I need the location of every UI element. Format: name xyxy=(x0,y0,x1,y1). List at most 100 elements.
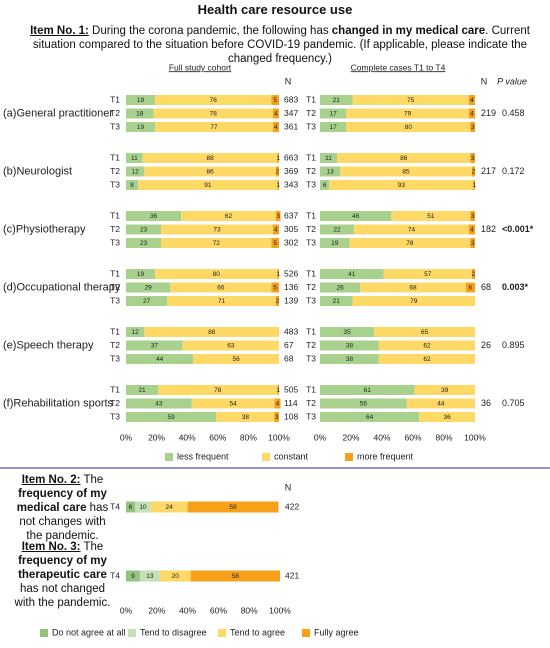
data-label: 57 xyxy=(424,271,432,278)
row-label: T2 xyxy=(110,224,120,234)
data-label: 12 xyxy=(132,169,140,176)
bar-segment xyxy=(277,269,279,279)
bar-segment xyxy=(320,166,341,177)
data-label: 3 xyxy=(471,240,475,247)
bar-segment xyxy=(126,108,154,119)
bar-segment xyxy=(126,269,156,279)
data-label: 56 xyxy=(233,356,241,363)
row-label: T3 xyxy=(306,411,316,421)
data-label: 73 xyxy=(213,227,221,234)
data-label: 36 xyxy=(150,213,158,220)
p-value: 0.172 xyxy=(502,166,525,176)
bar-segment xyxy=(468,224,475,235)
row-label: T3 xyxy=(110,121,120,131)
data-label: 26 xyxy=(337,285,345,292)
n-value: 526 xyxy=(284,268,298,278)
bar-segment xyxy=(320,398,407,409)
row-label: T2 xyxy=(306,224,316,234)
bar-segment xyxy=(320,327,375,337)
n-value: 483 xyxy=(284,326,298,336)
bar-segment xyxy=(272,108,279,119)
data-label: 4 xyxy=(470,97,474,104)
item-text: has not changed with the pandemic. xyxy=(14,583,111,609)
bar-segment xyxy=(126,398,192,409)
n-value: 139 xyxy=(284,295,298,305)
n-value: 505 xyxy=(284,384,298,394)
bar-segment xyxy=(126,153,143,163)
group-label: (f)Rehabilitation sports xyxy=(3,397,114,409)
row-label: T3 xyxy=(306,179,316,189)
data-label: 79 xyxy=(410,298,418,305)
bar-segment xyxy=(274,412,279,422)
row-label: T4 xyxy=(110,570,120,580)
data-label: 63 xyxy=(227,343,235,350)
bar-segment xyxy=(216,412,275,422)
row-label: T1 xyxy=(306,210,316,220)
data-label: 11 xyxy=(131,155,138,162)
data-label: 17 xyxy=(330,111,338,118)
bar-segment xyxy=(126,180,139,190)
legend-swatch xyxy=(128,629,136,637)
data-label: 78 xyxy=(406,240,414,247)
x-tick-label: 40% xyxy=(179,432,196,442)
bar-segment xyxy=(277,180,279,190)
data-label: 51 xyxy=(427,213,435,220)
group-label: (b)Neurologist xyxy=(3,165,72,177)
data-label: 19 xyxy=(137,124,145,131)
bar-segment xyxy=(378,354,475,364)
n-value: 305 xyxy=(284,224,298,234)
bar-segment xyxy=(378,340,475,351)
group-n: 217 xyxy=(481,166,496,176)
bar-segment xyxy=(346,122,471,132)
n-value: 68 xyxy=(284,353,294,363)
x-tick-label: 40% xyxy=(373,432,390,442)
x-tick-label: 60% xyxy=(209,432,226,442)
row-label: T1 xyxy=(306,152,316,162)
x-tick-label: 100% xyxy=(269,605,291,615)
row-label: T2 xyxy=(306,282,316,292)
p-header: P value xyxy=(497,76,527,86)
bar-segment xyxy=(277,385,279,395)
data-label: 59 xyxy=(229,504,237,511)
bar-segment xyxy=(391,211,471,221)
bar-segment xyxy=(320,211,392,221)
data-label: 86 xyxy=(207,169,215,176)
bar-segment xyxy=(272,224,279,235)
bar-segment xyxy=(139,570,160,582)
data-label: 44 xyxy=(437,401,445,408)
data-label: 5 xyxy=(273,97,277,104)
data-label: 68 xyxy=(409,285,417,292)
bar-segment xyxy=(144,166,276,177)
bar-segment xyxy=(170,282,272,293)
bar-segment xyxy=(126,166,145,177)
n-value: 663 xyxy=(284,152,298,162)
x-tick-label: 20% xyxy=(342,432,359,442)
data-label: 4 xyxy=(274,111,278,118)
bar-segment xyxy=(126,412,217,422)
bar-segment xyxy=(182,340,279,351)
x-tick-label: 60% xyxy=(404,432,421,442)
legend-label: less frequent xyxy=(177,451,229,461)
bar-segment xyxy=(275,211,281,221)
data-label: 66 xyxy=(217,285,225,292)
legend-label: constant xyxy=(274,451,309,461)
data-label: 62 xyxy=(423,343,431,350)
data-label: 78 xyxy=(214,387,222,394)
data-label: 37 xyxy=(151,343,159,350)
n-value: 422 xyxy=(285,501,299,511)
data-label: 86 xyxy=(400,155,408,162)
bar-segment xyxy=(155,122,273,132)
bar-segment xyxy=(320,412,420,422)
n-value: 683 xyxy=(284,94,298,104)
item-text: The xyxy=(80,474,104,486)
data-label: 65 xyxy=(421,329,429,336)
bar-segment xyxy=(465,282,475,293)
data-label: 58 xyxy=(232,573,240,580)
row-label: T3 xyxy=(306,237,316,247)
legend-swatch xyxy=(302,629,310,637)
data-label: 64 xyxy=(366,414,374,421)
bar-segment xyxy=(320,153,338,163)
data-label: 71 xyxy=(218,298,226,305)
x-tick-label: 20% xyxy=(148,432,165,442)
